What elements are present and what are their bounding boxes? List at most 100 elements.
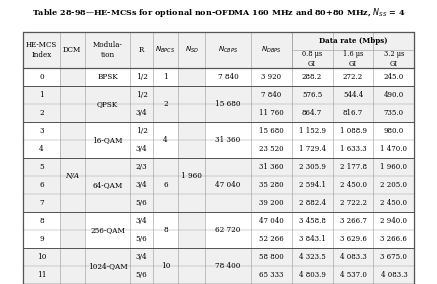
Text: 11: 11 [37,271,46,279]
Bar [24,248,414,266]
Text: 1024-QAM: 1024-QAM [88,262,127,270]
Text: 3/4: 3/4 [136,181,147,189]
Text: 490.0: 490.0 [384,91,404,99]
Text: 2 450.0: 2 450.0 [340,181,367,189]
Text: DCM: DCM [63,46,81,54]
Text: $N_{DBPS}$: $N_{DBPS}$ [261,45,281,55]
Text: 1 152.9: 1 152.9 [298,127,326,135]
Bar [60,68,85,284]
Text: 4 083.3: 4 083.3 [381,271,407,279]
Text: 4 803.9: 4 803.9 [298,271,326,279]
Bar [24,104,414,122]
Bar [178,68,205,284]
Text: 1/2: 1/2 [135,73,148,81]
Text: 2 722.2: 2 722.2 [340,199,367,207]
Text: 3 675.0: 3 675.0 [381,253,407,261]
Text: 10: 10 [37,253,46,261]
Text: 8: 8 [39,217,44,225]
Text: 2: 2 [163,100,168,108]
Text: 3 458.8: 3 458.8 [298,217,326,225]
Text: N/A: N/A [65,172,80,180]
Text: 2 305.9: 2 305.9 [298,163,326,171]
Text: 39 200: 39 200 [259,199,284,207]
Text: $N_{CBPS}$: $N_{CBPS}$ [218,45,238,55]
Text: 31 360: 31 360 [215,136,241,144]
Text: 2 594.1: 2 594.1 [298,181,326,189]
Text: 1 960.0: 1 960.0 [381,163,407,171]
Text: 1: 1 [163,73,168,81]
Text: 3/4: 3/4 [136,217,147,225]
Text: 1 960: 1 960 [181,172,202,180]
Text: 3 843.1: 3 843.1 [299,235,326,243]
Bar [24,212,414,230]
Text: 3 920: 3 920 [261,73,281,81]
Text: 7 840: 7 840 [218,73,238,81]
Bar [24,140,414,158]
Bar [24,68,414,86]
Text: $N_{BPCS}$: $N_{BPCS}$ [155,45,176,55]
Text: 31 360: 31 360 [259,163,284,171]
Bar [24,230,414,248]
Text: Data rate (Mbps): Data rate (Mbps) [319,37,387,45]
Text: 6: 6 [163,181,168,189]
Bar [24,176,414,194]
Text: 576.5: 576.5 [302,91,322,99]
Text: 1 470.0: 1 470.0 [381,145,407,153]
Text: 5/6: 5/6 [136,271,147,279]
Text: 1 729.4: 1 729.4 [298,145,326,153]
Text: 7 840: 7 840 [261,91,281,99]
Text: 5/6: 5/6 [136,199,147,207]
Text: 7: 7 [39,199,44,207]
Text: 5/6: 5/6 [136,235,147,243]
Text: 65 333: 65 333 [259,271,283,279]
Text: 4 537.0: 4 537.0 [340,271,367,279]
Text: 1/2: 1/2 [135,91,148,99]
Text: $N_{SD}$: $N_{SD}$ [184,45,199,55]
Text: 272.2: 272.2 [343,73,363,81]
Text: 58 800: 58 800 [259,253,284,261]
Text: Table 28-98—HE-MCSs for optional non-OFDMA 160 MHz and 80+80 MHz, $N_{SS}$ = 4: Table 28-98—HE-MCSs for optional non-OFD… [31,5,405,18]
Text: 256-QAM: 256-QAM [90,226,125,234]
Text: 52 266: 52 266 [259,235,284,243]
Text: 2 205.0: 2 205.0 [381,181,407,189]
Text: 11 760: 11 760 [259,109,284,117]
Text: 78 400: 78 400 [215,262,241,270]
Text: HE-MCS
Index: HE-MCS Index [26,41,57,59]
Text: 0: 0 [39,73,44,81]
Text: 980.0: 980.0 [384,127,404,135]
Text: 2: 2 [39,109,44,117]
Text: 4 323.5: 4 323.5 [299,253,326,261]
Text: 9: 9 [39,235,44,243]
Bar [24,32,414,284]
Text: 5: 5 [39,163,44,171]
Text: 1 088.9: 1 088.9 [340,127,367,135]
Text: 2 450.0: 2 450.0 [381,199,407,207]
Text: 4 083.3: 4 083.3 [340,253,366,261]
Text: 3 629.6: 3 629.6 [340,235,367,243]
Text: R: R [139,46,144,54]
Text: 816.7: 816.7 [343,109,363,117]
Bar [24,32,414,68]
Bar [24,158,414,176]
Text: 62 720: 62 720 [215,226,241,234]
Bar [24,194,414,212]
Text: 2/3: 2/3 [136,163,147,171]
Text: 16-QAM: 16-QAM [92,136,123,144]
Text: 3 266.7: 3 266.7 [340,217,367,225]
Text: 3.2 μs
GI: 3.2 μs GI [384,50,404,68]
Text: 4: 4 [163,136,168,144]
Text: 1/2: 1/2 [135,127,148,135]
Text: 15 680: 15 680 [215,100,241,108]
Text: 2 882.4: 2 882.4 [298,199,326,207]
Text: 1 633.3: 1 633.3 [340,145,366,153]
Bar [24,86,414,104]
Bar [24,32,414,284]
Text: 0.8 μs
GI: 0.8 μs GI [302,50,322,68]
Text: 2 940.0: 2 940.0 [381,217,407,225]
Text: 47 040: 47 040 [259,217,284,225]
Text: BPSK: BPSK [97,73,118,81]
Text: 245.0: 245.0 [384,73,404,81]
Text: 4: 4 [39,145,44,153]
Text: 864.7: 864.7 [302,109,322,117]
Text: 3/4: 3/4 [136,145,147,153]
